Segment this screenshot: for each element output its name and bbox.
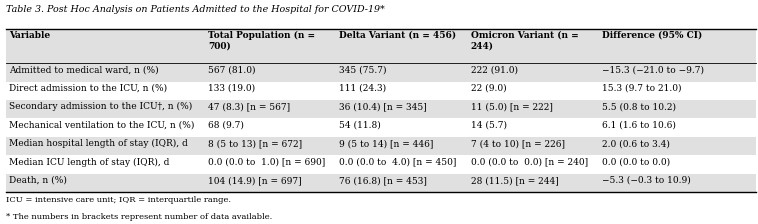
Text: Median hospital length of stay (IQR), d: Median hospital length of stay (IQR), d bbox=[9, 139, 188, 148]
Text: Total Population (n =
700): Total Population (n = 700) bbox=[208, 31, 315, 50]
Text: 2.0 (0.6 to 3.4): 2.0 (0.6 to 3.4) bbox=[602, 139, 670, 148]
Text: 111 (24.3): 111 (24.3) bbox=[340, 84, 387, 93]
Text: 47 (8.3) [n = 567]: 47 (8.3) [n = 567] bbox=[208, 102, 290, 111]
Text: 0.0 (0.0 to  4.0) [n = 450]: 0.0 (0.0 to 4.0) [n = 450] bbox=[340, 157, 456, 166]
Text: 36 (10.4) [n = 345]: 36 (10.4) [n = 345] bbox=[340, 102, 427, 111]
Text: Admitted to medical ward, n (%): Admitted to medical ward, n (%) bbox=[9, 66, 158, 75]
Text: 133 (19.0): 133 (19.0) bbox=[208, 84, 255, 93]
Text: Secondary admission to the ICU†, n (%): Secondary admission to the ICU†, n (%) bbox=[9, 102, 193, 112]
Text: Difference (95% CI): Difference (95% CI) bbox=[602, 31, 702, 40]
Text: 22 (9.0): 22 (9.0) bbox=[471, 84, 506, 93]
Text: 15.3 (9.7 to 21.0): 15.3 (9.7 to 21.0) bbox=[602, 84, 681, 93]
Text: 68 (9.7): 68 (9.7) bbox=[208, 121, 244, 130]
Text: 0.0 (0.0 to 0.0): 0.0 (0.0 to 0.0) bbox=[602, 157, 670, 166]
Text: Delta Variant (n = 456): Delta Variant (n = 456) bbox=[340, 31, 456, 40]
Text: Variable: Variable bbox=[9, 31, 50, 40]
Text: 9 (5 to 14) [n = 446]: 9 (5 to 14) [n = 446] bbox=[340, 139, 434, 148]
Text: 0.0 (0.0 to  0.0) [n = 240]: 0.0 (0.0 to 0.0) [n = 240] bbox=[471, 157, 587, 166]
Text: 8 (5 to 13) [n = 672]: 8 (5 to 13) [n = 672] bbox=[208, 139, 302, 148]
Text: Mechanical ventilation to the ICU, n (%): Mechanical ventilation to the ICU, n (%) bbox=[9, 121, 195, 130]
Text: Table 3. Post Hoc Analysis on Patients Admitted to the Hospital for COVID-19*: Table 3. Post Hoc Analysis on Patients A… bbox=[6, 5, 385, 14]
Text: 14 (5.7): 14 (5.7) bbox=[471, 121, 506, 130]
Text: 0.0 (0.0 to  1.0) [n = 690]: 0.0 (0.0 to 1.0) [n = 690] bbox=[208, 157, 325, 166]
Text: Omicron Variant (n =
244): Omicron Variant (n = 244) bbox=[471, 31, 578, 50]
Text: 54 (11.8): 54 (11.8) bbox=[340, 121, 381, 130]
Text: 28 (11.5) [n = 244]: 28 (11.5) [n = 244] bbox=[471, 176, 559, 185]
Text: 6.1 (1.6 to 10.6): 6.1 (1.6 to 10.6) bbox=[602, 121, 676, 130]
Text: 567 (81.0): 567 (81.0) bbox=[208, 66, 255, 75]
Text: Death, n (%): Death, n (%) bbox=[9, 176, 67, 185]
Text: −15.3 (−21.0 to −9.7): −15.3 (−21.0 to −9.7) bbox=[602, 66, 704, 75]
Text: 5.5 (0.8 to 10.2): 5.5 (0.8 to 10.2) bbox=[602, 102, 676, 111]
Text: 7 (4 to 10) [n = 226]: 7 (4 to 10) [n = 226] bbox=[471, 139, 565, 148]
Text: * The numbers in brackets represent number of data available.: * The numbers in brackets represent numb… bbox=[6, 213, 272, 221]
Text: −5.3 (−0.3 to 10.9): −5.3 (−0.3 to 10.9) bbox=[602, 176, 691, 185]
Text: 76 (16.8) [n = 453]: 76 (16.8) [n = 453] bbox=[340, 176, 428, 185]
Text: 104 (14.9) [n = 697]: 104 (14.9) [n = 697] bbox=[208, 176, 302, 185]
Text: 345 (75.7): 345 (75.7) bbox=[340, 66, 387, 75]
Text: 11 (5.0) [n = 222]: 11 (5.0) [n = 222] bbox=[471, 102, 553, 111]
Text: Direct admission to the ICU, n (%): Direct admission to the ICU, n (%) bbox=[9, 84, 168, 93]
Text: ICU = intensive care unit; IQR = interquartile range.: ICU = intensive care unit; IQR = interqu… bbox=[6, 196, 231, 204]
Text: 222 (91.0): 222 (91.0) bbox=[471, 66, 518, 75]
Text: Median ICU length of stay (IQR), d: Median ICU length of stay (IQR), d bbox=[9, 157, 170, 167]
